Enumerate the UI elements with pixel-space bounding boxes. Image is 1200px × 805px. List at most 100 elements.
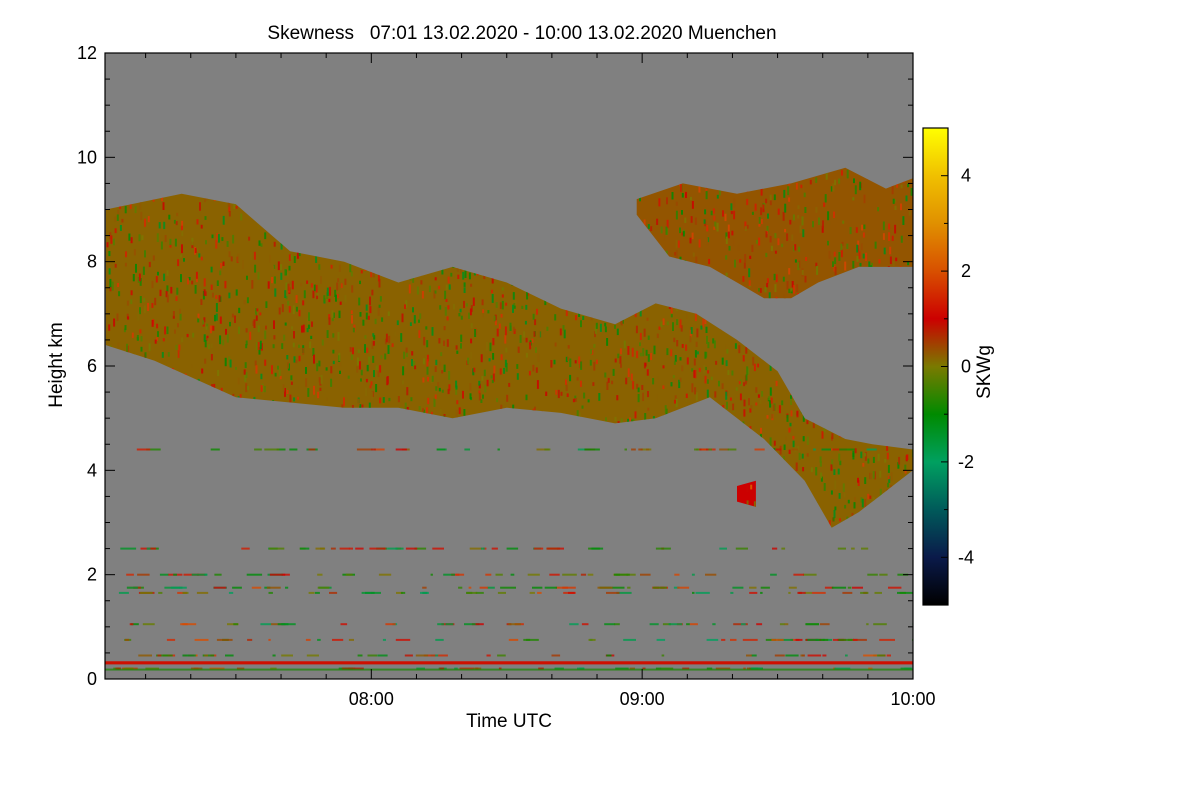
skewness-pixel (725, 391, 728, 400)
skewness-pixel (139, 201, 142, 210)
skewness-pixel (647, 354, 650, 362)
skewness-pixel (244, 373, 247, 382)
skewness-pixel (300, 282, 303, 287)
skewness-pixel (272, 344, 275, 349)
noise-pixel (733, 623, 748, 626)
skewness-pixel (419, 313, 422, 319)
skewness-pixel (126, 313, 129, 319)
noise-pixel (500, 586, 516, 589)
skewness-pixel (360, 378, 362, 382)
skewness-pixel (616, 395, 619, 401)
skewness-pixel (491, 289, 493, 294)
noise-pixel (754, 448, 765, 451)
skewness-pixel (313, 284, 316, 292)
skewness-pixel (656, 333, 659, 339)
skewness-pixel (350, 271, 353, 277)
skewness-pixel (576, 410, 579, 418)
noise-pixel (779, 623, 785, 626)
skewness-pixel (434, 394, 437, 400)
skewness-pixel (806, 420, 809, 425)
noise-pixel (812, 591, 826, 594)
skewness-pixel (343, 397, 345, 407)
noise-pixel (557, 547, 564, 550)
skewness-pixel (799, 225, 802, 234)
skewness-pixel (594, 325, 597, 334)
skewness-pixel (686, 357, 689, 365)
skewness-pixel (306, 280, 309, 284)
skewness-pixel (124, 325, 127, 331)
skewness-pixel (253, 314, 256, 322)
skewness-pixel (769, 387, 772, 396)
skewness-pixel (274, 288, 277, 297)
skewness-pixel (167, 352, 170, 357)
skewness-pixel (504, 326, 507, 336)
skewness-pixel (689, 237, 692, 244)
skewness-pixel (445, 284, 448, 290)
skewness-pixel (204, 198, 206, 203)
skewness-pixel (863, 224, 866, 230)
skewness-pixel (364, 335, 367, 339)
skewness-pixel (286, 355, 289, 360)
skewness-pixel (576, 377, 579, 381)
skewness-pixel (891, 185, 894, 195)
skewness-pixel (715, 360, 718, 365)
skewness-pixel (703, 365, 706, 374)
skewness-pixel (195, 271, 198, 279)
noise-pixel (162, 654, 173, 657)
skewness-pixel (296, 385, 299, 390)
skewness-pixel (672, 322, 674, 331)
skewness-pixel (242, 260, 244, 270)
skewness-pixel (852, 197, 855, 201)
skewness-pixel (512, 304, 514, 313)
skewness-pixel (796, 284, 799, 293)
skewness-pixel (426, 407, 429, 415)
skewness-pixel (620, 320, 623, 326)
skewness-pixel (591, 350, 594, 355)
skewness-pixel (705, 188, 708, 192)
skewness-pixel (815, 207, 818, 213)
noise-pixel (623, 638, 636, 641)
skewness-pixel (749, 255, 752, 259)
noise-pixel (800, 654, 804, 657)
skewness-pixel (352, 347, 354, 355)
skewness-pixel (188, 277, 191, 281)
skewness-pixel (121, 218, 124, 223)
skewness-pixel (792, 440, 795, 448)
skewness-pixel (325, 397, 328, 401)
skewness-pixel (255, 365, 258, 374)
skewness-pixel (797, 205, 800, 209)
skewness-pixel (318, 264, 321, 270)
skewness-pixel (450, 272, 453, 277)
skewness-pixel (604, 322, 607, 327)
skewness-pixel (907, 183, 910, 188)
noise-pixel (852, 638, 867, 641)
skewness-pixel (256, 308, 259, 312)
skewness-pixel (775, 274, 778, 283)
skewness-pixel (180, 225, 183, 231)
skewness-pixel (148, 261, 151, 268)
colorbar-tick-label: 2 (961, 261, 971, 281)
skewness-pixel (336, 294, 339, 299)
skewness-pixel (114, 228, 117, 234)
skewness-pixel (685, 191, 687, 198)
noise-pixel (130, 623, 139, 626)
skewness-pixel (197, 313, 200, 319)
skewness-pixel (349, 347, 352, 352)
noise-pixel (845, 654, 848, 657)
skewness-pixel (846, 243, 849, 249)
skewness-pixel (537, 353, 540, 362)
skewness-pixel (731, 230, 734, 236)
skewness-pixel (200, 256, 203, 261)
noise-pixel (378, 573, 392, 576)
noise-pixel (371, 448, 376, 451)
skewness-pixel (894, 205, 897, 210)
skewness-pixel (730, 211, 733, 215)
skewness-pixel (250, 251, 253, 261)
skewness-pixel (271, 365, 273, 375)
noise-pixel (719, 547, 727, 550)
noise-pixel (281, 623, 296, 626)
skewness-pixel (356, 357, 359, 366)
skewness-pixel (834, 257, 837, 264)
noise-pixel (414, 547, 427, 550)
skewness-pixel (790, 288, 793, 292)
